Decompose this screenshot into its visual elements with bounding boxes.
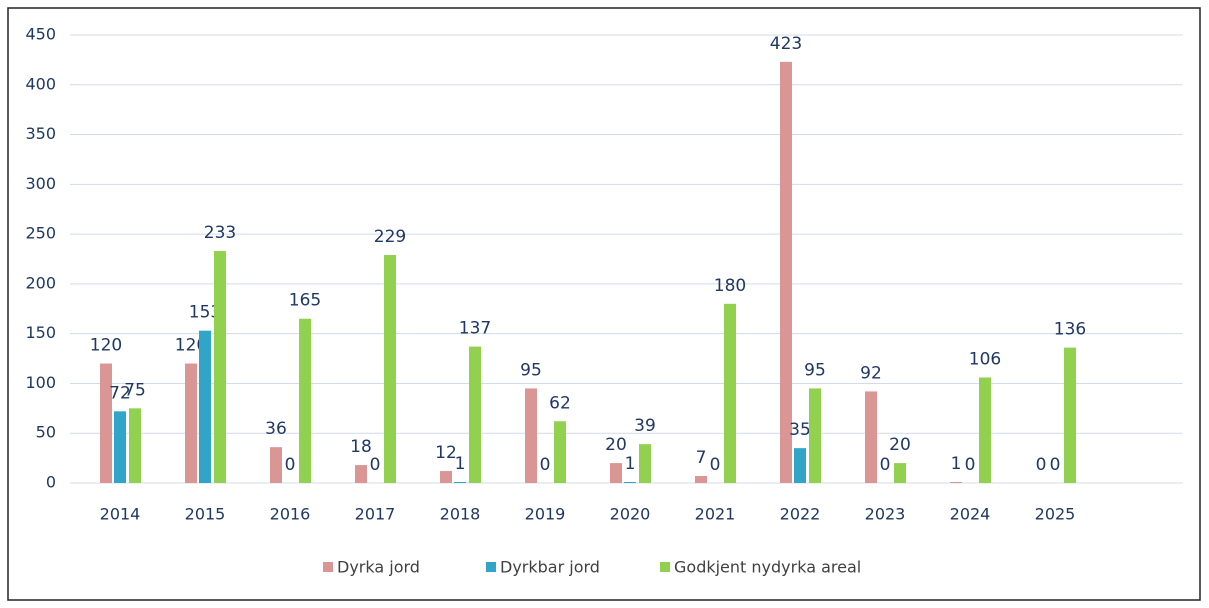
- data-label: 423: [770, 34, 802, 54]
- x-tick-label: 2014: [100, 505, 141, 524]
- data-label: 0: [965, 455, 976, 475]
- bar: [299, 318, 311, 483]
- data-label: 229: [374, 227, 406, 247]
- legend-swatch: [486, 562, 496, 572]
- data-label: 0: [285, 455, 296, 475]
- data-label: 0: [710, 455, 721, 475]
- x-tick-label: 2019: [525, 505, 566, 524]
- bar: [639, 444, 651, 483]
- data-label: 0: [370, 455, 381, 475]
- y-tick-label: 50: [36, 423, 56, 442]
- x-tick-label: 2016: [270, 505, 311, 524]
- legend-label: Godkjent nydyrka areal: [674, 558, 861, 577]
- bar: [454, 482, 466, 483]
- legend-swatch: [323, 562, 333, 572]
- x-tick-label: 2020: [610, 505, 651, 524]
- data-label: 120: [90, 336, 122, 356]
- x-tick-label: 2023: [865, 505, 906, 524]
- bar: [695, 476, 707, 483]
- bar: [199, 330, 211, 483]
- legend-swatch: [660, 562, 670, 572]
- data-label: 137: [459, 319, 491, 339]
- y-tick-label: 0: [46, 473, 56, 492]
- data-label: 35: [789, 420, 811, 440]
- bar: [114, 411, 126, 483]
- bar: [440, 471, 452, 483]
- bar: [865, 391, 877, 483]
- x-tick-label: 2018: [440, 505, 481, 524]
- x-tick-label: 2015: [185, 505, 226, 524]
- y-tick-label: 150: [25, 323, 56, 342]
- bar: [950, 482, 962, 483]
- data-label: 0: [1050, 455, 1061, 475]
- y-tick-label: 300: [25, 174, 56, 193]
- bar: [780, 61, 792, 483]
- bar: [469, 346, 481, 483]
- bar: [724, 303, 736, 483]
- data-label: 180: [714, 276, 746, 296]
- bar: [270, 447, 282, 483]
- bar: [554, 421, 566, 483]
- data-label: 233: [204, 223, 236, 243]
- bar: [355, 465, 367, 483]
- data-label: 1: [455, 454, 466, 474]
- data-label: 165: [289, 291, 321, 311]
- data-label: 136: [1054, 320, 1086, 340]
- y-tick-label: 100: [25, 373, 56, 392]
- x-tick-label: 2021: [695, 505, 736, 524]
- data-label: 153: [189, 303, 221, 323]
- data-label: 92: [860, 363, 882, 383]
- data-label: 12: [435, 443, 457, 463]
- y-tick-label: 350: [25, 124, 56, 143]
- data-label: 36: [265, 419, 287, 439]
- data-label: 72: [109, 383, 131, 403]
- data-label: 39: [634, 416, 656, 436]
- legend-label: Dyrkbar jord: [500, 558, 600, 577]
- bar: [894, 463, 906, 483]
- data-label: 0: [880, 455, 891, 475]
- data-label: 106: [969, 349, 1001, 369]
- data-label: 95: [520, 360, 542, 380]
- data-label: 0: [540, 455, 551, 475]
- chart-frame: [7, 7, 1201, 601]
- bar: [129, 408, 141, 483]
- data-label: 20: [605, 435, 627, 455]
- bar: [610, 463, 622, 483]
- bar: [185, 363, 197, 483]
- bar: [624, 482, 636, 483]
- data-label: 1: [951, 454, 962, 474]
- bar: [100, 363, 112, 483]
- bar: [809, 388, 821, 483]
- y-tick-label: 250: [25, 224, 56, 243]
- data-label: 20: [889, 435, 911, 455]
- bar: [1064, 347, 1076, 483]
- x-tick-label: 2022: [780, 505, 821, 524]
- bar: [794, 448, 806, 483]
- data-label: 18: [350, 437, 372, 457]
- data-label: 95: [804, 360, 826, 380]
- data-label: 7: [696, 448, 707, 468]
- bar: [214, 251, 226, 483]
- legend-label: Dyrka jord: [337, 558, 420, 577]
- bar: [525, 388, 537, 483]
- x-tick-label: 2017: [355, 505, 396, 524]
- data-label: 0: [1036, 455, 1047, 475]
- data-label: 1: [625, 454, 636, 474]
- data-label: 75: [124, 380, 146, 400]
- y-tick-label: 400: [25, 74, 56, 93]
- x-tick-label: 2024: [950, 505, 991, 524]
- bar: [979, 377, 991, 483]
- x-tick-label: 2025: [1035, 505, 1076, 524]
- y-tick-label: 200: [25, 273, 56, 292]
- y-tick-label: 450: [25, 25, 56, 44]
- bar: [384, 255, 396, 483]
- data-label: 62: [549, 393, 571, 413]
